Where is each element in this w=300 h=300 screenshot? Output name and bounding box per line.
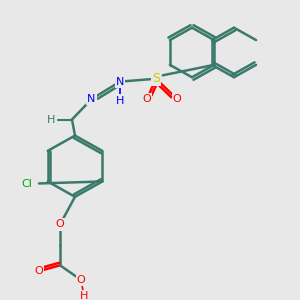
Text: S: S xyxy=(152,72,160,85)
Text: Cl: Cl xyxy=(22,179,32,189)
Text: N: N xyxy=(87,94,96,104)
Text: H: H xyxy=(80,291,88,300)
Text: H: H xyxy=(47,115,55,124)
Text: H: H xyxy=(116,96,124,106)
Text: O: O xyxy=(34,266,43,276)
Text: O: O xyxy=(142,94,152,104)
Text: O: O xyxy=(56,220,64,230)
Text: O: O xyxy=(172,94,182,104)
Text: O: O xyxy=(76,275,85,285)
Text: N: N xyxy=(116,76,124,87)
